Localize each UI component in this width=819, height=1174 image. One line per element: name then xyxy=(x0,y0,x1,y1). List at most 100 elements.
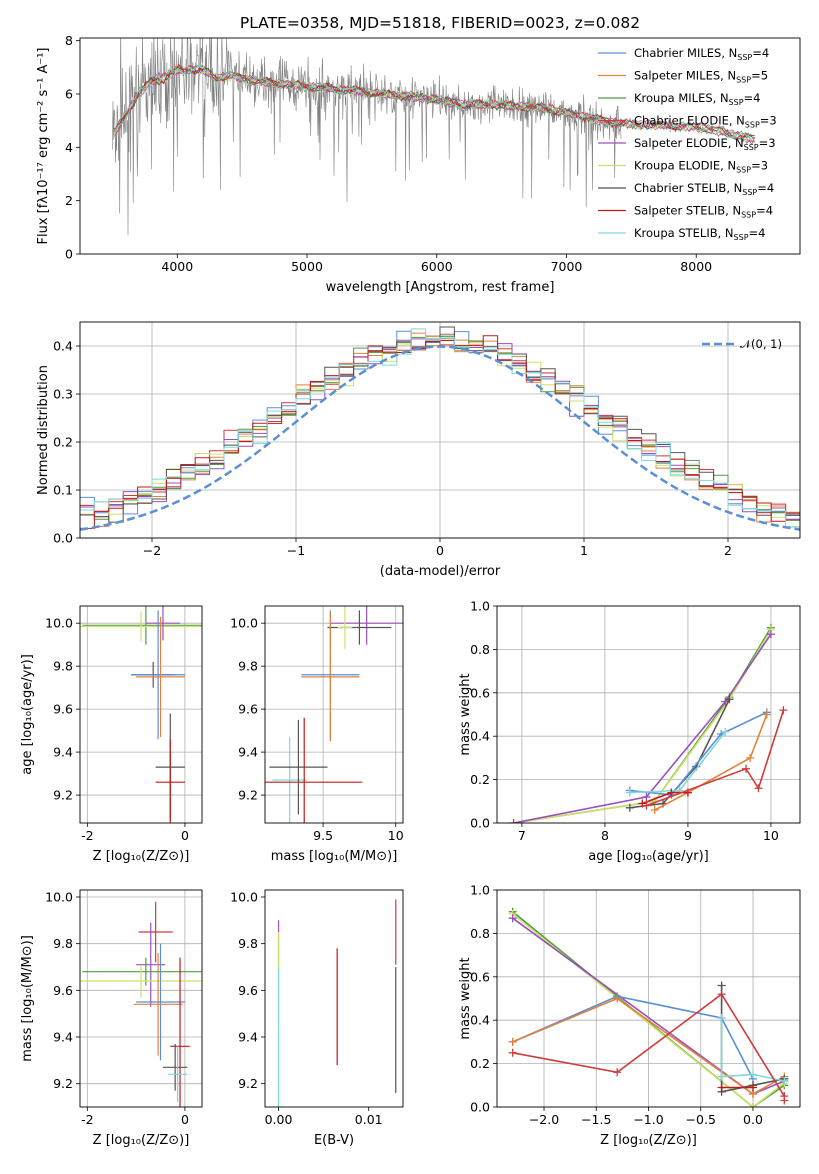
y-tick-label: 9.2 xyxy=(53,788,73,803)
weight-line xyxy=(629,731,726,794)
legend-entry: Chabrier STELIB, NSSP=4 xyxy=(634,181,774,197)
weight-line xyxy=(512,997,785,1095)
y-tick-label: 0.0 xyxy=(53,531,73,546)
x-axis-label: Z [log₁₀(Z/Z⊙)] xyxy=(93,1133,190,1148)
weight-vs-age-panel: 7 8 9 10 0.0 0.2 0.4 0.6 0.8 1.0 age [log₁₀(age/yr… xyxy=(458,599,801,864)
y-tick-label: 0.2 xyxy=(470,772,490,787)
weight-marker xyxy=(748,1070,757,1079)
weight-marker xyxy=(508,1037,517,1046)
weight-marker xyxy=(650,805,659,814)
weight-marker xyxy=(613,1068,622,1077)
x-tick-label: 0.0 xyxy=(743,1112,763,1127)
y-tick-label: 9.4 xyxy=(53,1030,73,1045)
weight-marker xyxy=(625,803,634,812)
y-tick-label: 0.8 xyxy=(470,642,490,657)
x-tick-label: 2 xyxy=(724,543,732,558)
y-tick-label: 1.0 xyxy=(470,883,490,898)
y-tick-label: 2 xyxy=(65,193,73,208)
x-tick-label: 6000 xyxy=(421,259,453,274)
x-tick-label: 0 xyxy=(181,828,189,843)
axes-frame xyxy=(79,605,203,824)
plot-area xyxy=(112,38,755,236)
y-tick-label: 0.4 xyxy=(470,729,490,744)
y-tick-label: 0 xyxy=(65,247,73,262)
weight-marker xyxy=(779,706,788,715)
axes-frame xyxy=(79,321,801,539)
x-tick-label: −1.0 xyxy=(633,1112,663,1127)
x-tick-label: −0.5 xyxy=(686,1112,716,1127)
y-tick-label: 9.6 xyxy=(53,983,73,998)
x-tick-label: 9 xyxy=(684,828,692,843)
weight-line xyxy=(512,995,754,1080)
y-tick-label: 1.0 xyxy=(470,599,490,614)
weight-marker xyxy=(638,799,647,808)
x-tick-label: 0.01 xyxy=(355,1112,383,1127)
model-spectrum xyxy=(113,62,755,142)
y-tick-label: 0.1 xyxy=(53,483,73,498)
legend-entry: Chabrier ELODIE, NSSP=3 xyxy=(634,114,777,130)
y-tick-label: 9.4 xyxy=(238,1030,258,1045)
y-axis-label: mass weight xyxy=(458,957,473,1039)
legend-entry: Kroupa STELIB, NSSP=4 xyxy=(634,226,765,242)
x-tick-label: 0 xyxy=(436,543,444,558)
weight-marker xyxy=(717,981,726,990)
weight-line xyxy=(513,627,772,823)
y-tick-label: 10.0 xyxy=(45,890,73,905)
legend-entry: Chabrier MILES, NSSP=4 xyxy=(634,46,769,62)
x-tick-label: 10 xyxy=(388,828,404,843)
weight-marker xyxy=(780,1076,789,1085)
y-tick-label: 4 xyxy=(65,140,73,155)
y-tick-label: 8 xyxy=(65,33,73,48)
weight-marker xyxy=(748,1103,757,1107)
y-tick-label: 10.0 xyxy=(230,616,258,631)
weight-marker xyxy=(746,753,755,762)
x-axis-label: (data-model)/error xyxy=(380,564,501,579)
legend-entry: 𝒩(0, 1) xyxy=(740,337,782,351)
x-axis-label: wavelength [Angstrom, rest frame] xyxy=(326,280,555,295)
weight-line xyxy=(513,633,772,823)
legend-entry: Kroupa MILES, NSSP=4 xyxy=(634,91,760,107)
x-tick-label: -2 xyxy=(81,1112,93,1127)
weight-marker xyxy=(748,1083,757,1092)
weight-marker xyxy=(508,1048,517,1057)
x-tick-label: 5000 xyxy=(291,259,323,274)
y-tick-label: 9.6 xyxy=(238,702,258,717)
legend-entry: Kroupa ELODIE, NSSP=3 xyxy=(634,159,768,175)
y-tick-label: 9.4 xyxy=(53,745,73,760)
y-tick-label: 10.0 xyxy=(45,616,73,631)
legend-entry: Salpeter ELODIE, NSSP=3 xyxy=(634,136,776,152)
weight-marker xyxy=(508,914,517,923)
legend: Chabrier MILES, NSSP=4 Salpeter MILES, NS… xyxy=(598,46,777,242)
mass-vs-ebv-panel: 0.00 0.01 9.2 9.4 9.6 9.8 10.0 E(B-V) xyxy=(230,889,404,1148)
weight-vs-Z-panel: −2.0 −1.5 −1.0 −0.5 0.0 0.0 0.2 0.4 0.6 0.8 1.0 Z [… xyxy=(458,883,801,1148)
weight-marker xyxy=(509,819,518,823)
weight-marker xyxy=(667,788,676,797)
observed-spectrum xyxy=(112,38,622,236)
x-tick-label: 8 xyxy=(601,828,609,843)
histogram-steps xyxy=(80,328,800,528)
x-tick-label: 4000 xyxy=(161,259,193,274)
axes-frame xyxy=(79,889,203,1108)
axes-frame xyxy=(264,889,404,1108)
y-tick-label: 9.8 xyxy=(53,659,73,674)
y-axis-label: Normed distribution xyxy=(36,365,51,495)
histogram-steps xyxy=(80,335,800,529)
x-tick-label: 9.5 xyxy=(313,828,333,843)
weight-line xyxy=(513,629,772,823)
y-tick-label: 0.2 xyxy=(53,435,73,450)
histogram-steps xyxy=(80,326,800,523)
legend-entry: Salpeter STELIB, NSSP=4 xyxy=(634,204,773,220)
weight-marker xyxy=(742,764,751,773)
y-axis-label: age [log₁₀(age/yr)] xyxy=(20,654,35,775)
plot-area xyxy=(80,326,800,531)
x-tick-label: 0.00 xyxy=(265,1112,293,1127)
y-tick-label: 9.6 xyxy=(238,983,258,998)
plot-area xyxy=(508,907,789,1107)
plot-area xyxy=(509,623,788,823)
y-tick-label: 0.4 xyxy=(53,339,73,354)
y-tick-label: 9.6 xyxy=(53,702,73,717)
y-tick-label: 9.2 xyxy=(238,788,258,803)
y-tick-label: 0.6 xyxy=(470,685,490,700)
weight-marker xyxy=(766,630,775,639)
